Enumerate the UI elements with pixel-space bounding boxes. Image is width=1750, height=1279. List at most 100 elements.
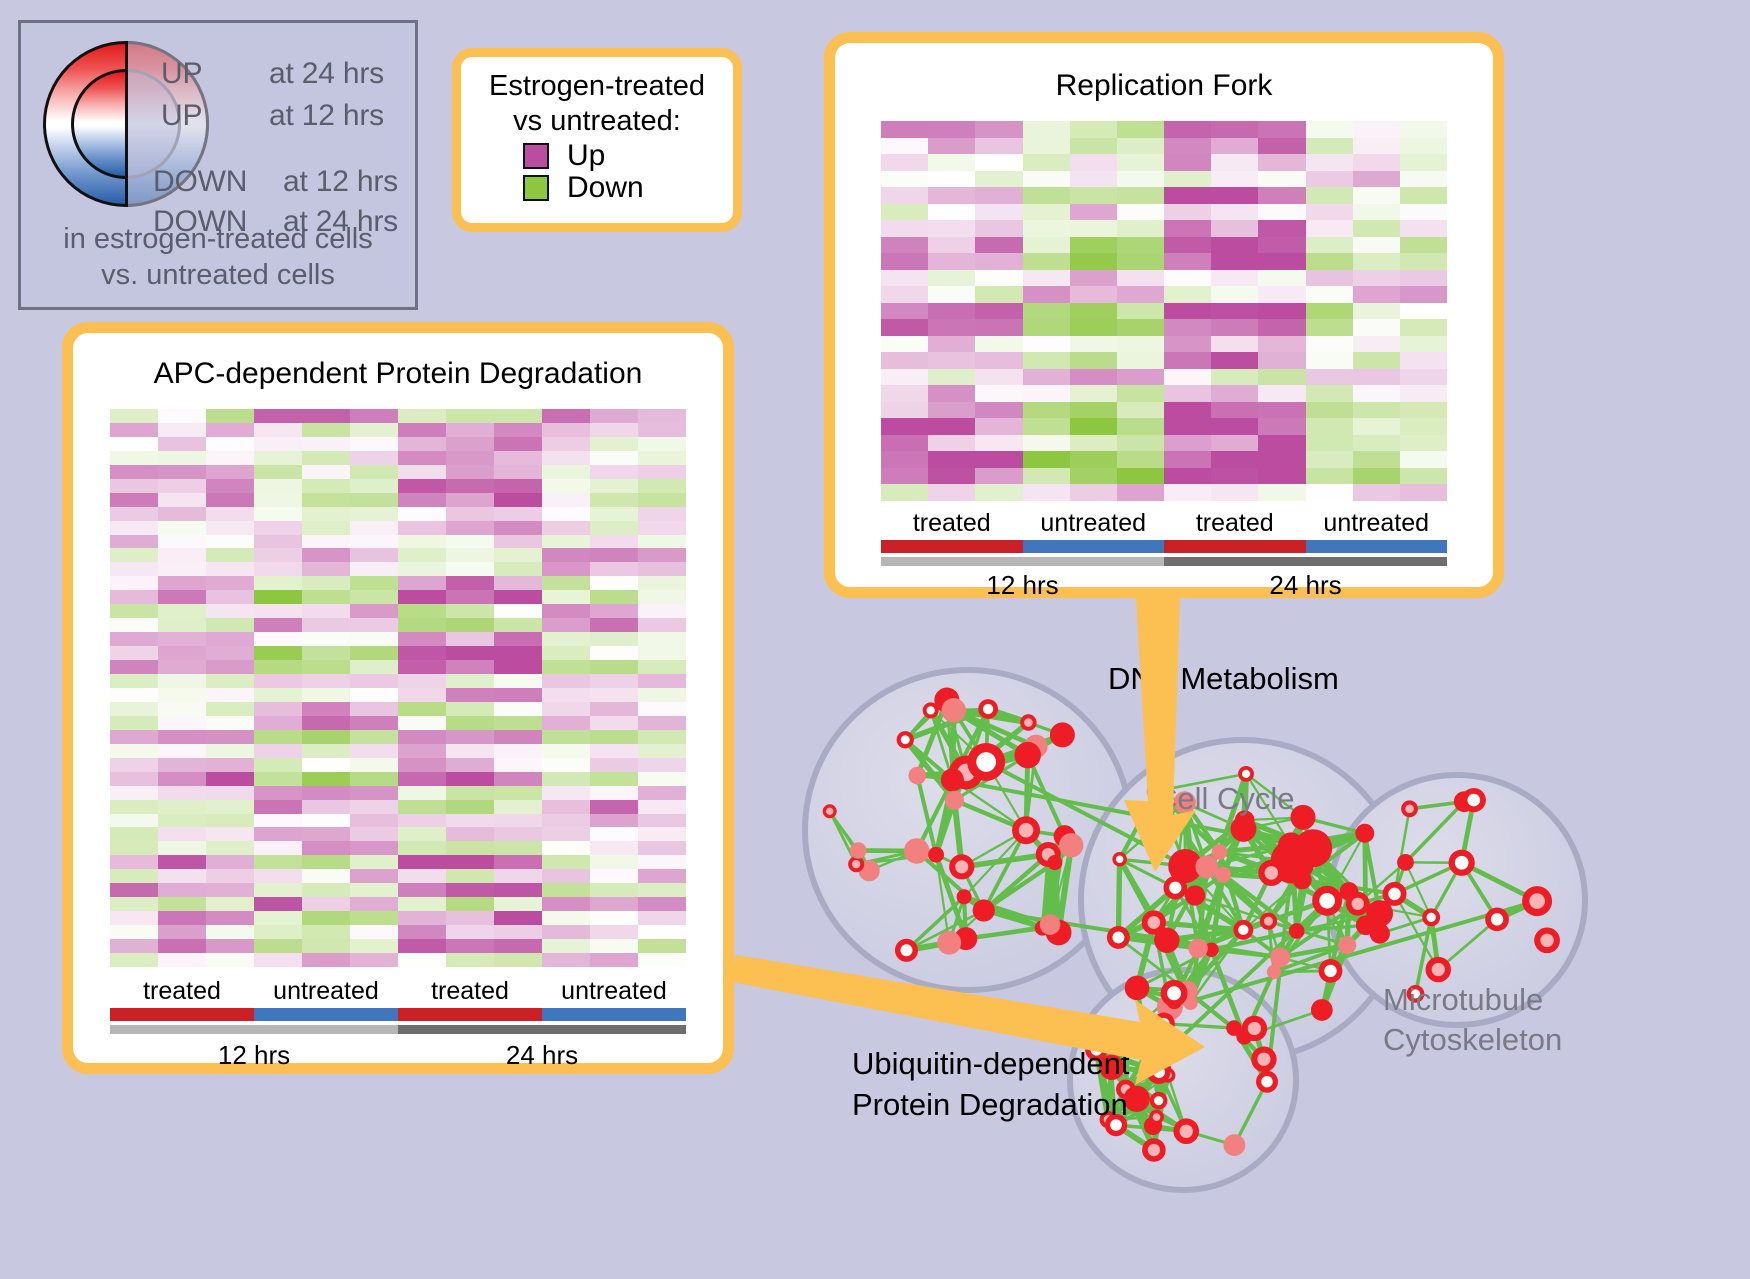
heatmap-cell xyxy=(1211,434,1259,452)
heatmap-cell xyxy=(1352,269,1400,287)
network-node[interactable] xyxy=(849,842,867,859)
heatmap-cell xyxy=(446,506,494,521)
heatmap-cell xyxy=(1305,286,1353,303)
network-node[interactable] xyxy=(1211,844,1228,860)
network-node[interactable] xyxy=(903,838,930,864)
network-node[interactable] xyxy=(1047,855,1063,871)
heatmap-cell xyxy=(110,436,158,451)
heatmap-cell xyxy=(254,464,302,479)
network-node[interactable] xyxy=(1124,975,1150,1001)
network-node[interactable] xyxy=(1278,832,1304,859)
network-node[interactable] xyxy=(1154,927,1180,953)
heatmap-cell xyxy=(590,464,638,479)
network-node[interactable] xyxy=(956,889,972,905)
heatmap-cell xyxy=(1258,401,1306,419)
heatmap-cell xyxy=(881,236,929,254)
network-node[interactable] xyxy=(1014,741,1041,769)
heatmap-cell xyxy=(1211,236,1259,254)
heatmap-cell xyxy=(1116,121,1164,138)
network-node-core xyxy=(1169,881,1182,894)
microtubule-line2: Cytoskeleton xyxy=(1383,1022,1563,1057)
network-node[interactable] xyxy=(1338,936,1357,955)
heatmap-cell xyxy=(398,590,446,605)
network-node[interactable] xyxy=(1195,855,1219,879)
heatmap-cell xyxy=(350,869,398,884)
network-node[interactable] xyxy=(1288,923,1305,939)
heatmap-cell xyxy=(302,757,350,772)
heatmap-cell xyxy=(494,911,542,926)
network-node[interactable] xyxy=(1184,885,1206,906)
heatmap-cell xyxy=(158,534,206,549)
heatmap-cell xyxy=(638,883,686,898)
network-node[interactable] xyxy=(1059,833,1084,858)
replication-fork-treatment-bar xyxy=(881,540,1447,553)
heatmap-cell xyxy=(398,813,446,828)
heatmap-cell xyxy=(1116,434,1164,452)
network-edge xyxy=(935,854,951,943)
replication-fork-group-labels: treated untreated treated untreated xyxy=(881,509,1447,538)
heatmap-cell xyxy=(398,911,446,926)
network-node[interactable] xyxy=(972,899,995,922)
network-node[interactable] xyxy=(1369,923,1390,944)
heatmap-cell xyxy=(1399,286,1447,303)
network-node[interactable] xyxy=(1123,1085,1150,1112)
network-node[interactable] xyxy=(1226,1020,1242,1036)
heatmap-cell xyxy=(254,897,302,912)
heatmap-cell xyxy=(110,855,158,870)
network-node[interactable] xyxy=(908,766,927,785)
network-node[interactable] xyxy=(1223,1134,1246,1156)
network-node[interactable] xyxy=(1215,866,1232,883)
heatmap-cell xyxy=(1116,451,1164,468)
network-node[interactable] xyxy=(1049,722,1075,748)
heatmap-cell xyxy=(638,813,686,828)
network-edge xyxy=(1195,866,1210,949)
heatmap-cell xyxy=(158,883,206,898)
heatmap-cell xyxy=(542,911,590,926)
network-node[interactable] xyxy=(1310,999,1333,1021)
heatmap-cell xyxy=(494,646,542,661)
heatmap-cell xyxy=(1258,484,1306,501)
network-node[interactable] xyxy=(928,846,944,863)
heatmap-cell xyxy=(494,604,542,619)
heatmap-cell xyxy=(1399,385,1447,402)
heatmap-cell xyxy=(206,436,254,451)
heatmap-cell xyxy=(1305,368,1353,386)
heatmap-cell xyxy=(254,743,302,758)
network-node[interactable] xyxy=(1234,810,1255,831)
heatmap-cell xyxy=(254,450,302,465)
network-node[interactable] xyxy=(937,930,962,955)
heatmap-cell xyxy=(350,576,398,591)
network-node[interactable] xyxy=(940,768,964,792)
heatmap-cell xyxy=(398,520,446,535)
heatmap-cell xyxy=(110,409,158,423)
network-node[interactable] xyxy=(1292,870,1312,890)
heatmap-cell xyxy=(254,869,302,884)
heatmap-cell xyxy=(302,478,350,493)
heatmap-cell xyxy=(1305,220,1353,237)
heatmap-cell xyxy=(1069,484,1117,501)
heatmap-cell xyxy=(254,939,302,954)
heatmap-cell xyxy=(542,492,590,507)
network-node-core xyxy=(1147,916,1161,929)
network-node[interactable] xyxy=(1290,804,1316,830)
network-node[interactable] xyxy=(1270,947,1291,968)
network-node[interactable] xyxy=(1266,964,1282,980)
heatmap-cell xyxy=(110,506,158,521)
network-node[interactable] xyxy=(941,698,966,723)
network-node[interactable] xyxy=(1188,938,1208,959)
heatmap-cell xyxy=(110,869,158,884)
apc-heatmap xyxy=(110,409,686,967)
network-node[interactable] xyxy=(1204,942,1219,957)
network-node[interactable] xyxy=(1397,853,1414,871)
heatmap-cell xyxy=(542,953,590,967)
network-node[interactable] xyxy=(1355,823,1375,843)
heatmap-cell xyxy=(158,953,206,967)
network-node[interactable] xyxy=(944,790,964,810)
heatmap-cell xyxy=(975,286,1023,303)
network-node[interactable] xyxy=(1039,914,1061,935)
heatmap-cell xyxy=(110,939,158,954)
heatmap-cell xyxy=(350,632,398,647)
heatmap-cell xyxy=(881,170,929,188)
heatmap-cell xyxy=(1022,269,1070,287)
heatmap-cell xyxy=(590,715,638,730)
